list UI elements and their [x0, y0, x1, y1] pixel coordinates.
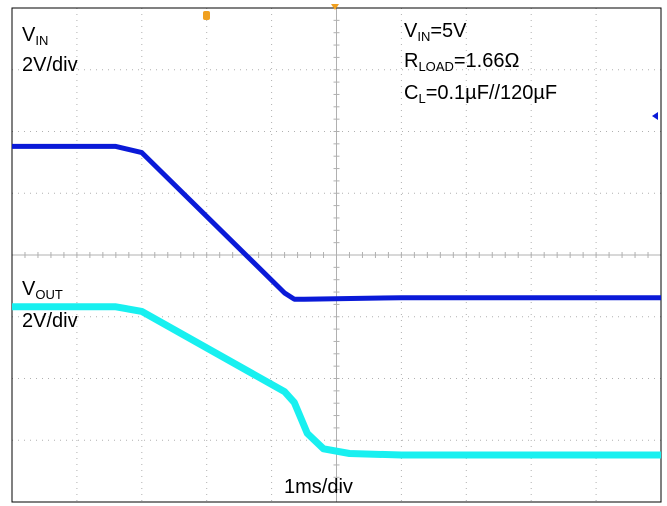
condition-rload: RLOAD=1.66Ω	[404, 50, 520, 74]
graticule-grid	[11, 7, 662, 503]
trace-vout	[12, 303, 661, 459]
screen-frame	[11, 7, 662, 503]
trigger-markers	[203, 4, 658, 120]
condition-vin-value: =5V	[430, 20, 467, 42]
condition-vin-main: V	[404, 20, 418, 42]
condition-rload-value: =1.66Ω	[453, 50, 520, 72]
trigger-position-marker	[203, 11, 210, 20]
waveform-traces	[12, 143, 661, 459]
condition-cl: CL=0.1µF//120µF	[404, 82, 558, 106]
condition-cl-main: C	[404, 82, 419, 104]
condition-vin-sub: IN	[417, 29, 431, 44]
vout-channel-label: VOUT	[22, 278, 63, 302]
trace-vin	[12, 143, 661, 302]
condition-cl-value: =0.1µF//120µF	[425, 82, 558, 104]
vin-label-sub: IN	[35, 33, 49, 48]
trigger-level-marker	[652, 112, 658, 120]
condition-rload-main: R	[404, 50, 419, 72]
vin-label-main: V	[22, 24, 36, 46]
condition-cl-sub: L	[418, 91, 426, 106]
time-reference-marker	[331, 4, 339, 10]
vout-label-sub: OUT	[35, 287, 63, 302]
timebase-label: 1ms/div	[284, 476, 353, 498]
vout-scale-label: 2V/div	[22, 310, 78, 332]
condition-rload-sub: LOAD	[418, 59, 454, 74]
vin-channel-label: VIN	[22, 24, 49, 48]
vout-label-main: V	[22, 278, 36, 300]
vin-scale-label: 2V/div	[22, 54, 78, 76]
condition-vin: VIN=5V	[404, 20, 467, 44]
